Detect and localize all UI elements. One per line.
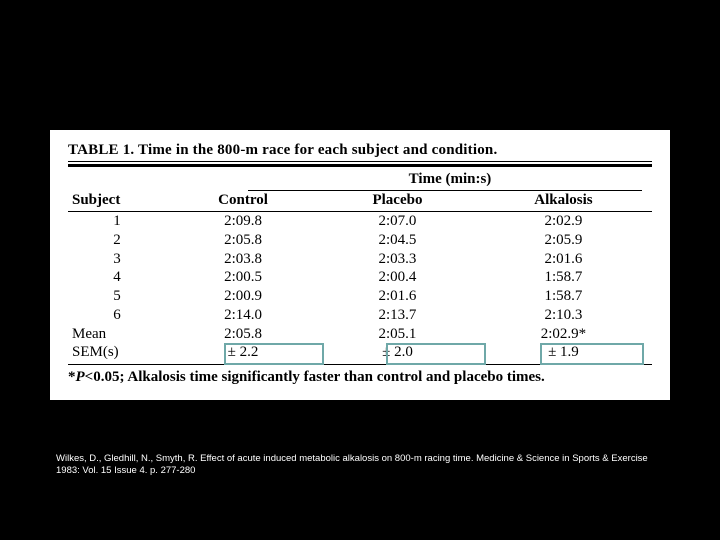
cell-mean-control: 2:05.8 (166, 325, 320, 344)
table-row: 1 2:09.8 2:07.0 2:02.9 (68, 212, 652, 231)
citation-text: Wilkes, D., Gledhill, N., Smyth, R. Effe… (56, 453, 664, 478)
time-underline (248, 190, 642, 191)
cell-control: 2:00.9 (166, 287, 320, 306)
table-figure: TABLE 1. Time in the 800-m race for each… (50, 130, 670, 400)
cell-control: 2:05.8 (166, 231, 320, 250)
cell-control: 2:03.8 (166, 250, 320, 269)
cell-alkalosis: 2:10.3 (475, 306, 652, 325)
cell-alkalosis: 2:05.9 (475, 231, 652, 250)
cell-subject: 4 (68, 268, 166, 287)
bottom-rule (68, 364, 652, 365)
cell-alkalosis: 1:58.7 (475, 287, 652, 306)
table-caption: TABLE 1. Time in the 800-m race for each… (68, 142, 652, 159)
cell-alkalosis: 1:58.7 (475, 268, 652, 287)
cell-control: 2:14.0 (166, 306, 320, 325)
cell-subject: 1 (68, 212, 166, 231)
cell-sem-label: SEM(s) (68, 343, 166, 362)
table-row: 4 2:00.5 2:00.4 1:58.7 (68, 268, 652, 287)
data-table: Subject Control Placebo Alkalosis 1 2:09… (68, 192, 652, 362)
table-row: 6 2:14.0 2:13.7 2:10.3 (68, 306, 652, 325)
slide: TABLE 1. Time in the 800-m race for each… (0, 0, 720, 540)
footnote-p: P (76, 369, 85, 385)
table-row: 5 2:00.9 2:01.6 1:58.7 (68, 287, 652, 306)
cell-alkalosis: 2:01.6 (475, 250, 652, 269)
table-row: 2 2:05.8 2:04.5 2:05.9 (68, 231, 652, 250)
col-alkalosis: Alkalosis (475, 192, 652, 212)
table-footnote: *P<0.05; Alkalosis time significantly fa… (68, 369, 652, 386)
cell-placebo: 2:13.7 (320, 306, 475, 325)
cell-sem-control: ± 2.2 (166, 343, 320, 362)
cell-subject: 2 (68, 231, 166, 250)
time-header: Time (min:s) (248, 171, 652, 188)
cell-subject: 3 (68, 250, 166, 269)
cell-sem-alkalosis: ± 1.9 (475, 343, 652, 362)
cell-control: 2:00.5 (166, 268, 320, 287)
cell-placebo: 2:07.0 (320, 212, 475, 231)
cell-placebo: 2:04.5 (320, 231, 475, 250)
cell-mean-placebo: 2:05.1 (320, 325, 475, 344)
cell-placebo: 2:03.3 (320, 250, 475, 269)
cell-mean-alkalosis: 2:02.9* (475, 325, 652, 344)
cell-placebo: 2:01.6 (320, 287, 475, 306)
footnote-rest: <0.05; Alkalosis time significantly fast… (85, 369, 545, 385)
cell-control: 2:09.8 (166, 212, 320, 231)
cell-placebo: 2:00.4 (320, 268, 475, 287)
column-header-row: Subject Control Placebo Alkalosis (68, 192, 652, 212)
cell-subject: 5 (68, 287, 166, 306)
cell-mean-label: Mean (68, 325, 166, 344)
double-rule (68, 161, 652, 167)
col-control: Control (166, 192, 320, 212)
cell-sem-placebo: ± 2.0 (320, 343, 475, 362)
cell-alkalosis: 2:02.9 (475, 212, 652, 231)
sem-row: SEM(s) ± 2.2 ± 2.0 ± 1.9 (68, 343, 652, 362)
col-subject: Subject (68, 192, 166, 212)
table-row: 3 2:03.8 2:03.3 2:01.6 (68, 250, 652, 269)
mean-row: Mean 2:05.8 2:05.1 2:02.9* (68, 325, 652, 344)
col-placebo: Placebo (320, 192, 475, 212)
header-area: Time (min:s) (68, 171, 652, 191)
footnote-prefix: * (68, 369, 76, 385)
cell-subject: 6 (68, 306, 166, 325)
